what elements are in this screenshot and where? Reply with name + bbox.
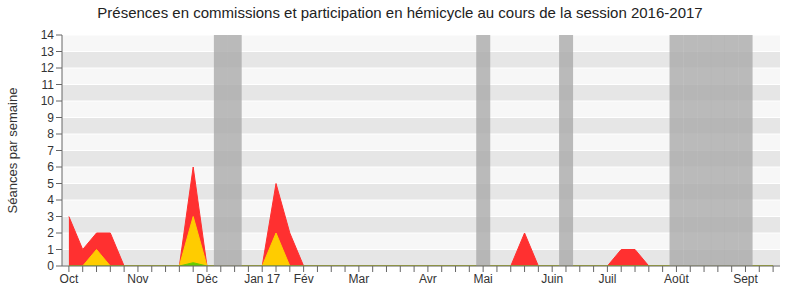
svg-text:Sept: Sept: [733, 272, 758, 286]
svg-text:9: 9: [47, 111, 54, 125]
svg-text:Oct: Oct: [60, 272, 79, 286]
svg-text:6: 6: [47, 160, 54, 174]
svg-text:Séances par semaine: Séances par semaine: [8, 88, 20, 214]
svg-text:3: 3: [47, 210, 54, 224]
svg-text:13: 13: [41, 45, 55, 59]
svg-text:4: 4: [47, 193, 54, 207]
svg-text:1: 1: [47, 243, 54, 257]
svg-text:8: 8: [47, 127, 54, 141]
svg-text:Nov: Nov: [127, 272, 148, 286]
svg-text:0: 0: [47, 259, 54, 273]
svg-text:11: 11: [42, 78, 55, 92]
svg-text:Août: Août: [664, 272, 689, 286]
html-text:Présences en commissions et pa: Présences en commissions et participatio…: [97, 4, 703, 21]
svg-text:10: 10: [41, 94, 55, 108]
svg-text:Mai: Mai: [473, 272, 492, 286]
svg-text:Mar: Mar: [349, 272, 370, 286]
svg-text:Juil: Juil: [598, 272, 616, 286]
svg-text:Avr: Avr: [419, 272, 437, 286]
svg-text:Déc: Déc: [196, 272, 217, 286]
svg-text:5: 5: [47, 177, 54, 191]
svg-text:2: 2: [47, 226, 54, 240]
svg-text:14: 14: [41, 28, 55, 42]
svg-text:12: 12: [41, 61, 55, 75]
svg-text:Juin: Juin: [541, 272, 563, 286]
svg-text:Jan 17: Jan 17: [244, 272, 280, 286]
svg-text:Fév: Fév: [294, 272, 314, 286]
svg-text:7: 7: [47, 144, 54, 158]
